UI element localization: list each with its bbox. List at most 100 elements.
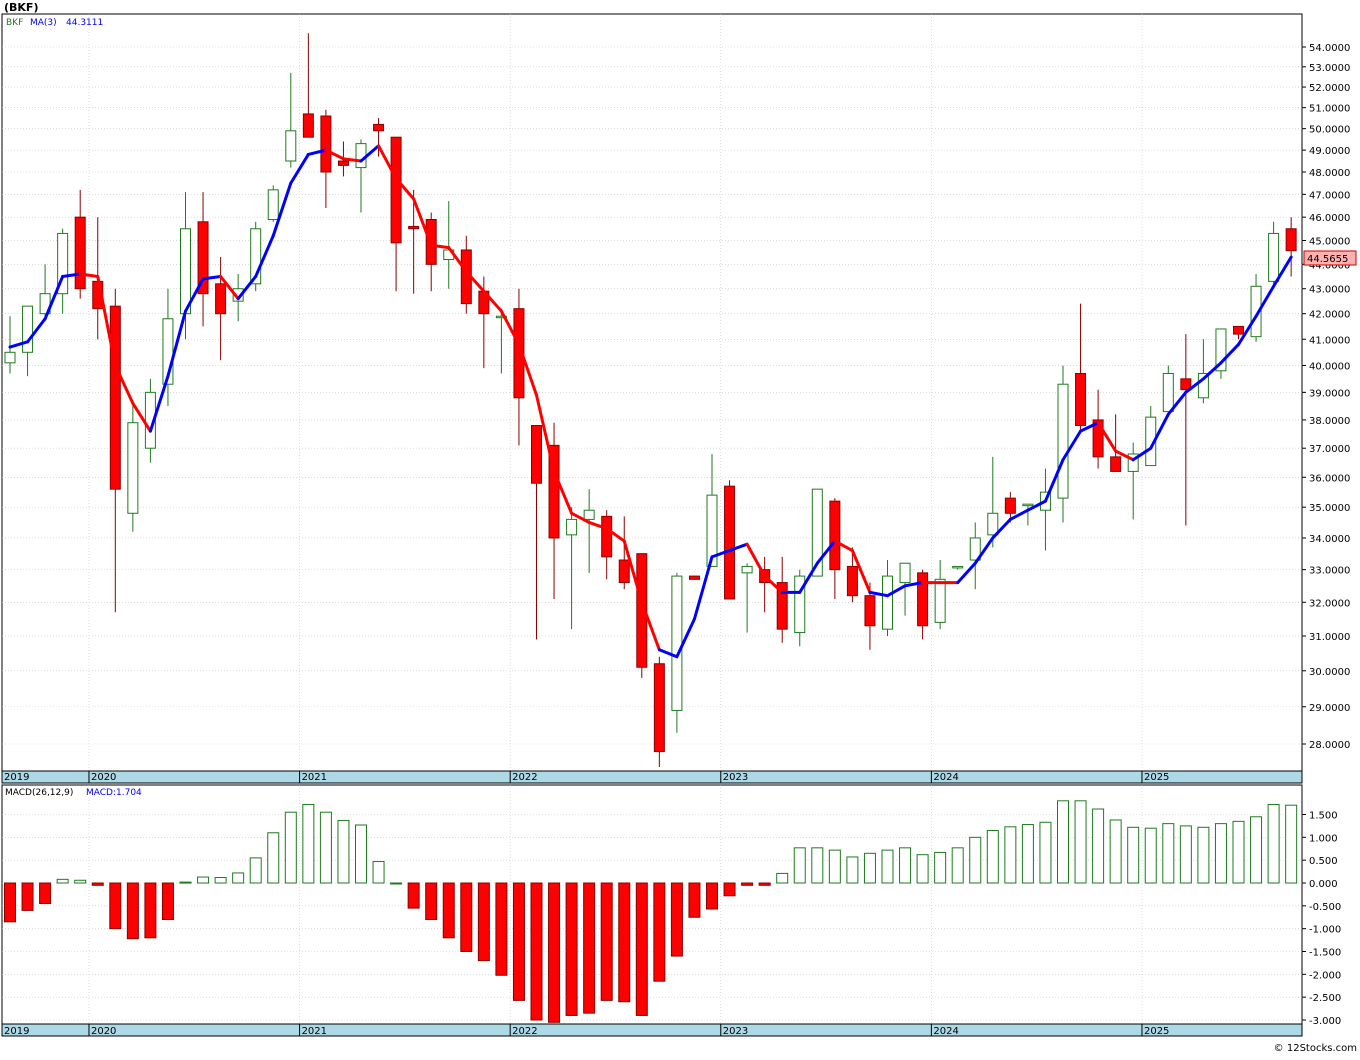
ma3-segment [1096, 421, 1118, 453]
macd-x-tick-label: 2022 [512, 1026, 537, 1037]
price-y-tick-label: 38.0000 [1309, 416, 1350, 427]
candle-body [969, 537, 981, 561]
macd-bar [951, 847, 964, 884]
ma3-segment [131, 401, 152, 433]
candle-body [320, 115, 332, 173]
macd-x-axis: 2019 2020 2021 2022 2023 2024 2025 [4, 1024, 1169, 1037]
candle-body [794, 575, 806, 634]
macd-y-tick-label: 0.500 [1309, 856, 1338, 867]
macd-bar [811, 847, 824, 884]
candle-body [1075, 372, 1087, 427]
macd-bar [390, 882, 403, 885]
price-y-tick-label: 48.0000 [1309, 168, 1350, 179]
ma3-segment [377, 144, 398, 181]
candle-body [127, 422, 139, 514]
macd-bar [1109, 819, 1122, 884]
ma3-segment [745, 542, 767, 578]
price-y-tick-label: 36.0000 [1309, 473, 1350, 484]
price-x-tick-label: 2019 [4, 772, 29, 783]
macd-x-tick-label: 2019 [4, 1026, 29, 1037]
macd-x-axis-band [1, 1023, 1303, 1037]
price-y-tick-label: 42.0000 [1309, 310, 1350, 321]
last-price-tag: 44.5655 [1307, 254, 1348, 265]
price-y-tick-label: 49.0000 [1309, 146, 1350, 157]
macd-x-tick-label: 2021 [302, 1026, 327, 1037]
macd-bar [39, 882, 52, 905]
macd-bar [460, 882, 473, 952]
candle-body [513, 308, 525, 399]
price-y-tick-label: 31.0000 [1309, 632, 1350, 643]
price-x-tick-label: 2020 [91, 772, 116, 783]
macd-bar [407, 882, 420, 909]
price-y-axis: 28.0000 29.0000 30.0000 31.0000 32.0000 33.00… [1302, 43, 1350, 751]
macd-bar [56, 878, 69, 884]
macd-bar [1092, 808, 1105, 884]
candle-body [215, 283, 227, 315]
ma3-segment [359, 144, 381, 163]
candle-body [1268, 232, 1280, 282]
candle-body [74, 216, 86, 290]
macd-bar [1021, 824, 1034, 884]
candle-body [197, 221, 209, 295]
macd-bar [776, 872, 789, 884]
macd-bar [583, 882, 596, 1014]
candle-body [671, 575, 683, 711]
price-y-tick-label: 54.0000 [1309, 43, 1350, 54]
macd-bar [319, 811, 332, 884]
macd-y-axis: -3.000 -2.500 -2.000 -1.500 -1.000 -0.500 0.00… [1302, 811, 1341, 1027]
macd-y-tick-label: 1.500 [1309, 811, 1338, 822]
candle-body [548, 444, 560, 539]
macd-bar [530, 882, 543, 1021]
ma3-segment [1008, 508, 1030, 521]
candle-body [934, 578, 946, 623]
candle-body [22, 305, 34, 353]
ma3-segment [833, 539, 854, 553]
ma3-segment [1131, 446, 1153, 462]
macd-bar [565, 882, 578, 1016]
price-y-tick-label: 52.0000 [1309, 83, 1350, 94]
macd-bar [1214, 823, 1227, 884]
ma3-segment [236, 274, 258, 301]
ma3-segment [1272, 255, 1293, 288]
ma3-segment [973, 536, 995, 565]
macd-bar [4, 882, 16, 923]
price-y-tick-label: 30.0000 [1309, 667, 1350, 678]
candle-body [531, 425, 542, 484]
candle-body [882, 575, 893, 630]
candle-body [302, 113, 314, 138]
price-y-tick-label: 53.0000 [1309, 63, 1350, 74]
ma3-segment [956, 561, 977, 585]
macd-bar [1039, 821, 1052, 884]
price-x-tick-label: 2025 [1144, 772, 1169, 783]
candle-body [1250, 285, 1262, 338]
footer-credit: © 12Stocks.com [1274, 1043, 1357, 1054]
candle-body [285, 130, 297, 162]
macd-bar [302, 803, 315, 884]
ma3-segment [622, 539, 644, 604]
ma3-segment [657, 648, 679, 659]
price-y-tick-label: 43.0000 [1309, 285, 1350, 296]
macd-bar [881, 849, 894, 884]
price-y-tick-label: 50.0000 [1309, 125, 1350, 136]
candle-body [408, 225, 420, 230]
candle-body [653, 663, 665, 753]
candle-body [899, 562, 911, 584]
macd-bar [355, 824, 367, 884]
macd-bar [548, 882, 561, 1023]
ma3-segment [289, 152, 310, 185]
macd-bar [249, 857, 262, 884]
macd-bar [442, 882, 455, 939]
price-y-tick-label: 28.0000 [1309, 740, 1350, 751]
macd-bar [688, 882, 701, 918]
ma3-segment [1219, 342, 1240, 365]
ma3-segment [1079, 421, 1100, 433]
candle-body [1022, 503, 1034, 507]
macd-panel-frame [1, 784, 1303, 1025]
price-y-tick-label: 45.0000 [1309, 236, 1350, 247]
macd-bar [91, 882, 104, 886]
macd-bar [1197, 826, 1210, 884]
ma3-segment [26, 317, 47, 344]
macd-bar [512, 882, 525, 1001]
ma3-segment [1166, 390, 1188, 416]
candle-body [566, 518, 578, 536]
